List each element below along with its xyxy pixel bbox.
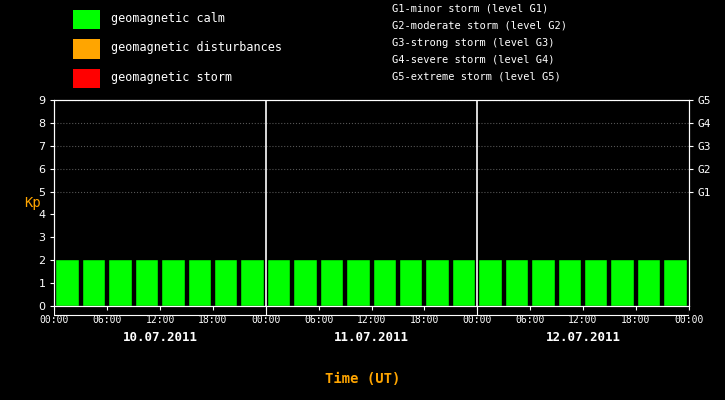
Bar [136, 260, 158, 306]
Bar [294, 260, 317, 306]
Bar [215, 260, 237, 306]
Bar [109, 260, 132, 306]
Text: geomagnetic calm: geomagnetic calm [111, 12, 225, 25]
Bar [558, 260, 581, 306]
Bar [506, 260, 529, 306]
Text: 10.07.2011: 10.07.2011 [123, 331, 198, 344]
Bar [188, 260, 211, 306]
Bar [479, 260, 502, 306]
Text: G2-moderate storm (level G2): G2-moderate storm (level G2) [392, 21, 566, 31]
Text: geomagnetic disturbances: geomagnetic disturbances [111, 41, 282, 54]
Bar [241, 260, 264, 306]
Bar [268, 260, 290, 306]
Text: 12.07.2011: 12.07.2011 [545, 331, 621, 344]
Bar [162, 260, 185, 306]
Text: G1-minor storm (level G1): G1-minor storm (level G1) [392, 4, 548, 14]
Bar [638, 260, 660, 306]
Bar [426, 260, 449, 306]
Y-axis label: Kp: Kp [25, 196, 41, 210]
Text: geomagnetic storm: geomagnetic storm [111, 71, 232, 84]
Bar [532, 260, 555, 306]
Bar [400, 260, 423, 306]
Bar [320, 260, 343, 306]
Bar [373, 260, 396, 306]
Bar [72, 39, 100, 59]
Bar [72, 69, 100, 88]
Bar [453, 260, 476, 306]
Text: G5-extreme storm (level G5): G5-extreme storm (level G5) [392, 72, 560, 82]
Bar [347, 260, 370, 306]
Bar [57, 260, 79, 306]
Text: G3-strong storm (level G3): G3-strong storm (level G3) [392, 38, 554, 48]
Text: G4-severe storm (level G4): G4-severe storm (level G4) [392, 55, 554, 65]
Text: Time (UT): Time (UT) [325, 372, 400, 386]
Bar [83, 260, 105, 306]
Text: 11.07.2011: 11.07.2011 [334, 331, 409, 344]
Bar [585, 260, 608, 306]
Bar [664, 260, 687, 306]
Bar [611, 260, 634, 306]
Bar [72, 10, 100, 29]
